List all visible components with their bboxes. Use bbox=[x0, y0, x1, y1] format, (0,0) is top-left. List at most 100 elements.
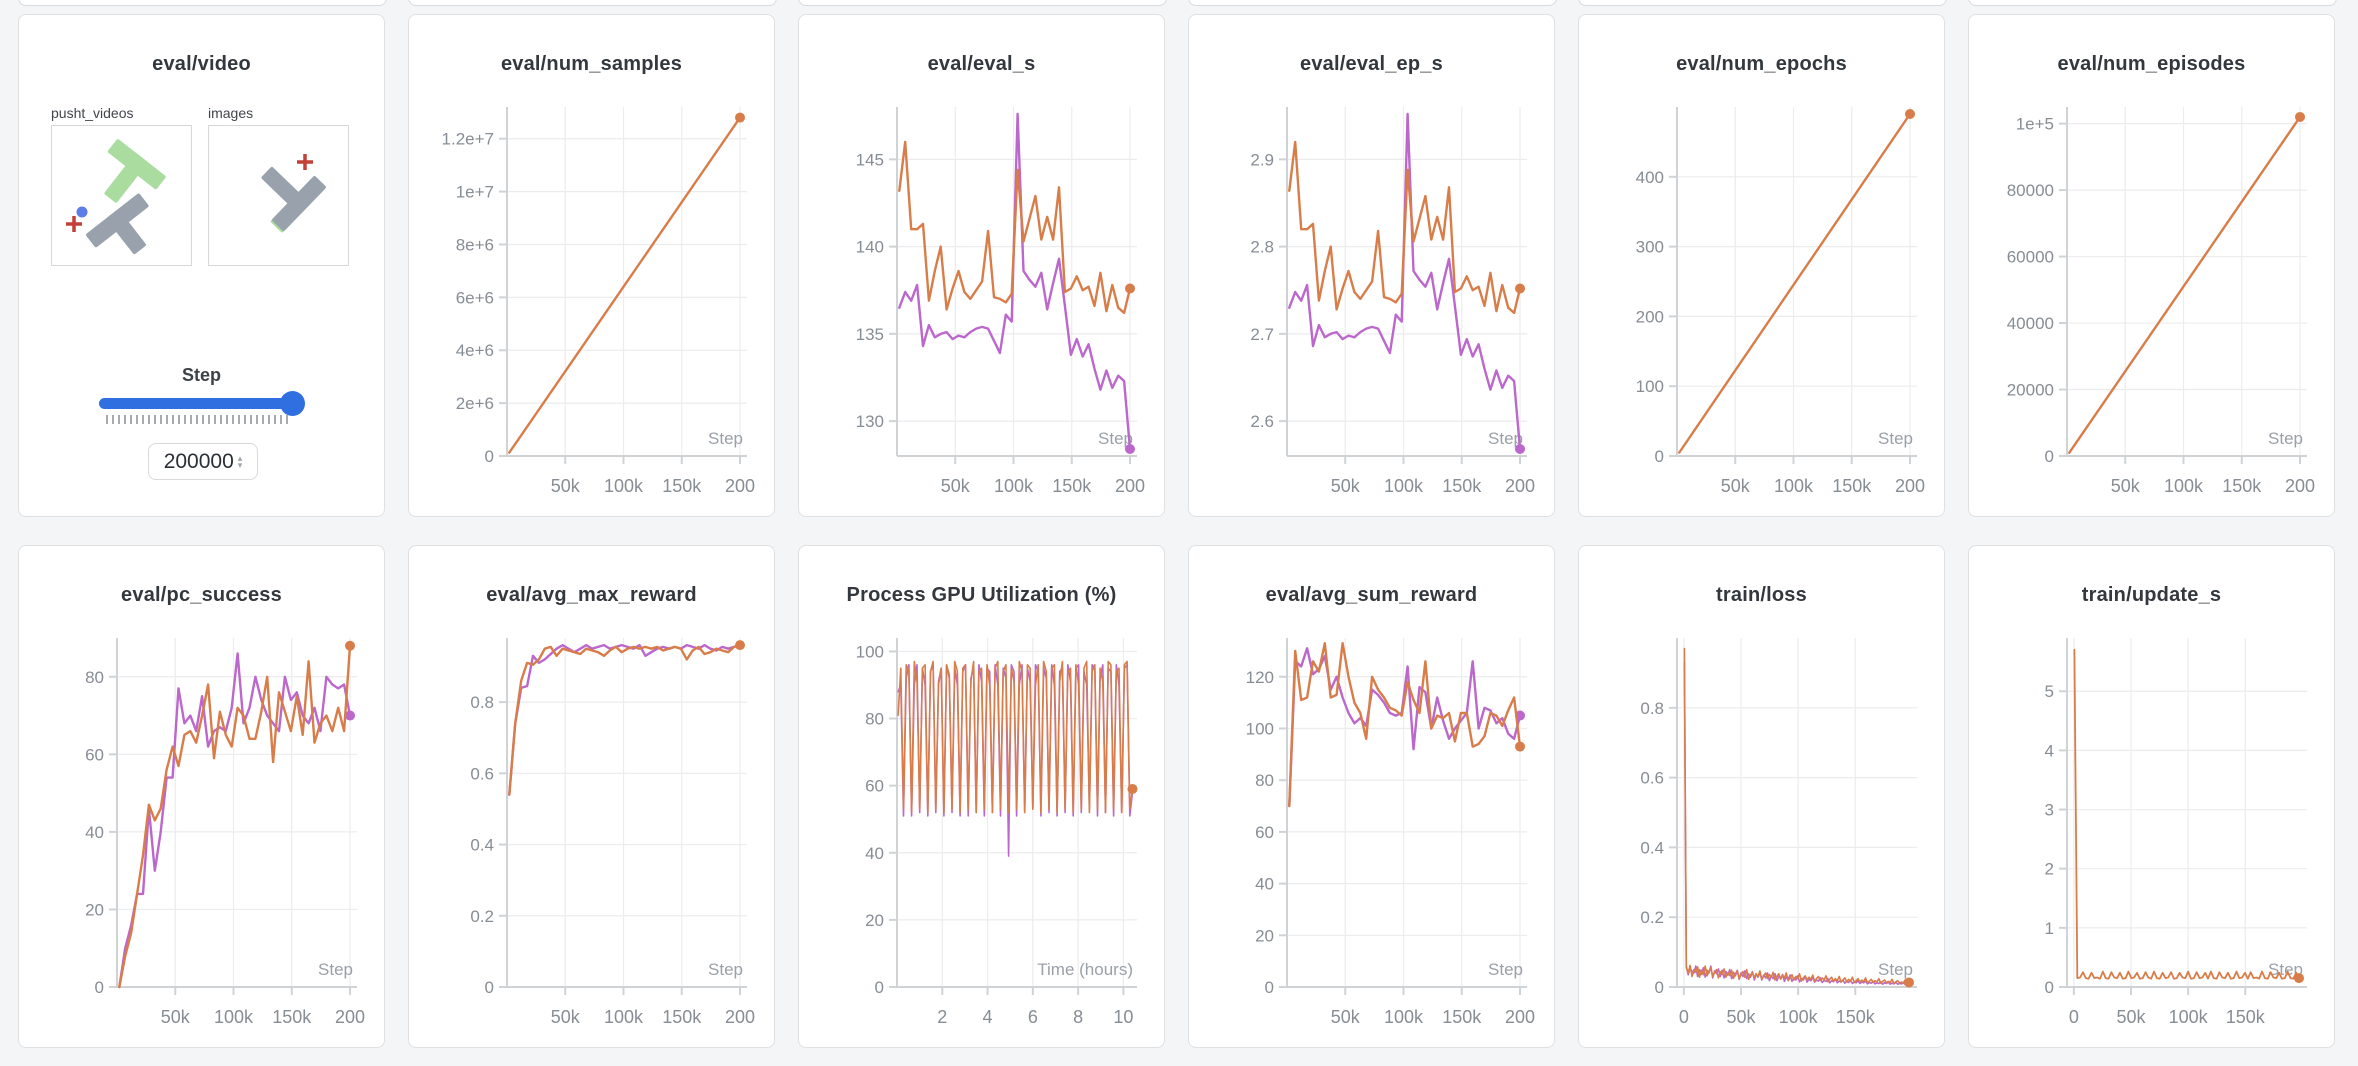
step-slider-thumb[interactable] bbox=[280, 391, 305, 416]
svg-text:300: 300 bbox=[1636, 238, 1664, 257]
svg-text:2: 2 bbox=[937, 1007, 947, 1027]
svg-text:50k: 50k bbox=[551, 476, 581, 496]
svg-text:100k: 100k bbox=[1774, 476, 1814, 496]
svg-text:100: 100 bbox=[1636, 377, 1664, 396]
svg-text:50k: 50k bbox=[1331, 476, 1361, 496]
svg-text:Step: Step bbox=[1878, 960, 1913, 979]
step-spinner[interactable]: ▴ ▾ bbox=[237, 452, 243, 470]
svg-text:150k: 150k bbox=[2222, 476, 2262, 496]
svg-text:4: 4 bbox=[983, 1007, 993, 1027]
pusht-videos-label: pusht_videos bbox=[51, 105, 134, 121]
svg-text:100: 100 bbox=[856, 642, 884, 661]
target-cross-icon bbox=[66, 216, 82, 232]
svg-text:100k: 100k bbox=[1384, 1007, 1424, 1027]
svg-text:60000: 60000 bbox=[2007, 248, 2054, 267]
svg-text:4e+6: 4e+6 bbox=[456, 341, 494, 360]
svg-text:0.8: 0.8 bbox=[1640, 699, 1664, 718]
svg-text:60: 60 bbox=[1255, 823, 1274, 842]
line-chart[interactable]: 0 20 40 60 80 100 2 4 6 8 10 Time (hours) bbox=[799, 546, 1166, 1049]
svg-text:60: 60 bbox=[85, 745, 104, 764]
svg-text:1: 1 bbox=[2045, 919, 2054, 938]
svg-text:2.6: 2.6 bbox=[1250, 412, 1274, 431]
svg-text:2.8: 2.8 bbox=[1250, 238, 1274, 257]
svg-text:145: 145 bbox=[856, 150, 884, 169]
line-chart[interactable]: 2.6 2.7 2.8 2.9 50k 100k 150k 200 Step bbox=[1189, 15, 1556, 518]
step-slider-track[interactable] bbox=[99, 391, 305, 416]
svg-text:200: 200 bbox=[1505, 1007, 1535, 1027]
step-slider-ticks bbox=[106, 415, 292, 424]
svg-text:50k: 50k bbox=[1726, 1007, 1756, 1027]
svg-text:0.2: 0.2 bbox=[1640, 908, 1664, 927]
svg-text:40000: 40000 bbox=[2007, 314, 2054, 333]
panel-title: train/loss bbox=[1716, 584, 1807, 606]
svg-text:10: 10 bbox=[1113, 1007, 1133, 1027]
svg-text:50k: 50k bbox=[1721, 476, 1751, 496]
panel-eval-video: eval/video pusht_videos images S bbox=[18, 14, 385, 517]
spinner-up-icon[interactable]: ▴ bbox=[237, 452, 243, 463]
svg-text:140: 140 bbox=[856, 238, 884, 257]
line-chart[interactable]: 0 2e+6 4e+6 6e+6 8e+6 1e+7 1.2e+7 50k 100k 150k 20… bbox=[409, 15, 776, 518]
svg-text:0.4: 0.4 bbox=[1640, 838, 1664, 857]
panel-above-remnant bbox=[798, 0, 1167, 6]
line-chart[interactable]: 0 20 40 60 80 100 120 50k 100k 150k 200 Step bbox=[1189, 546, 1556, 1049]
svg-text:150k: 150k bbox=[1052, 476, 1092, 496]
step-value: 200000 bbox=[163, 449, 234, 473]
svg-text:200: 200 bbox=[1636, 307, 1664, 326]
svg-text:Step: Step bbox=[318, 960, 353, 979]
line-chart[interactable]: 0 20 40 60 80 50k 100k 150k 200 Step bbox=[19, 546, 386, 1049]
svg-text:1e+5: 1e+5 bbox=[2016, 115, 2054, 134]
svg-text:50k: 50k bbox=[2116, 1007, 2146, 1027]
svg-text:100k: 100k bbox=[2169, 1007, 2209, 1027]
svg-text:2.9: 2.9 bbox=[1250, 150, 1274, 169]
svg-text:200: 200 bbox=[1505, 476, 1535, 496]
line-chart[interactable]: 0 100 200 300 400 50k 100k 150k 200 Step bbox=[1579, 15, 1946, 518]
step-slider[interactable] bbox=[99, 391, 305, 438]
svg-text:100k: 100k bbox=[1384, 476, 1424, 496]
line-chart[interactable]: 0 0.2 0.4 0.6 0.8 0 50k 100k 150k Step bbox=[1579, 546, 1946, 1049]
svg-text:100k: 100k bbox=[214, 1007, 254, 1027]
panel-title: train/update_s bbox=[2081, 584, 2222, 606]
panel-title: eval/avg_max_reward bbox=[486, 584, 697, 606]
line-chart[interactable]: 0 0.2 0.4 0.6 0.8 50k 100k 150k 200 Step bbox=[409, 546, 776, 1049]
line-chart[interactable]: 0 20000 40000 60000 80000 1e+5 50k 100k 150k 200 S… bbox=[1969, 15, 2336, 518]
pusht-video-thumbnail[interactable] bbox=[51, 125, 192, 266]
panel-title: eval/num_samples bbox=[500, 53, 683, 75]
panel-eval-num-samples: 0 2e+6 4e+6 6e+6 8e+6 1e+7 1.2e+7 50k 100k 150k 20… bbox=[408, 14, 775, 517]
svg-text:20: 20 bbox=[85, 900, 104, 919]
svg-text:60: 60 bbox=[865, 777, 884, 796]
svg-text:200: 200 bbox=[2285, 476, 2315, 496]
panel-eval-num-episodes: 0 20000 40000 60000 80000 1e+5 50k 100k 150k 200 S… bbox=[1968, 14, 2335, 517]
panel-gpu-utilization: 0 20 40 60 80 100 2 4 6 8 10 Time (hours) Process G… bbox=[798, 545, 1165, 1048]
svg-text:1e+7: 1e+7 bbox=[456, 183, 494, 202]
svg-text:6e+6: 6e+6 bbox=[456, 288, 494, 307]
panel-above-remnant bbox=[1188, 0, 1557, 6]
svg-text:130: 130 bbox=[856, 412, 884, 431]
svg-text:0: 0 bbox=[485, 447, 494, 466]
svg-text:80: 80 bbox=[865, 710, 884, 729]
svg-text:150k: 150k bbox=[1442, 476, 1482, 496]
images-thumbnail[interactable] bbox=[208, 125, 349, 266]
step-slider-label: Step bbox=[181, 365, 221, 385]
svg-text:150k: 150k bbox=[662, 1007, 702, 1027]
panel-title: eval/video bbox=[152, 53, 251, 75]
line-chart[interactable]: 130 135 140 145 50k 100k 150k 200 Step bbox=[799, 15, 1166, 518]
spinner-down-icon[interactable]: ▾ bbox=[237, 459, 243, 470]
svg-text:0: 0 bbox=[1265, 978, 1274, 997]
svg-text:100k: 100k bbox=[604, 476, 644, 496]
svg-text:100k: 100k bbox=[1779, 1007, 1819, 1027]
svg-text:50k: 50k bbox=[161, 1007, 191, 1027]
svg-text:Step: Step bbox=[1878, 429, 1913, 448]
svg-text:200: 200 bbox=[725, 476, 755, 496]
svg-text:0: 0 bbox=[1655, 447, 1664, 466]
svg-text:Step: Step bbox=[2268, 960, 2303, 979]
svg-text:200: 200 bbox=[725, 1007, 755, 1027]
panel-eval-avg-sum-reward: 0 20 40 60 80 100 120 50k 100k 150k 200 Step eval/a… bbox=[1188, 545, 1555, 1048]
svg-text:80: 80 bbox=[85, 668, 104, 687]
svg-text:Step: Step bbox=[1098, 429, 1133, 448]
panel-eval-eval-ep-s: 2.6 2.7 2.8 2.9 50k 100k 150k 200 Step eval/eval… bbox=[1188, 14, 1555, 517]
step-value-input[interactable]: 200000 ▴ ▾ bbox=[148, 443, 258, 480]
panel-above-remnant bbox=[408, 0, 777, 6]
svg-text:120: 120 bbox=[1246, 668, 1274, 687]
line-chart[interactable]: 0 1 2 3 4 5 0 50k 100k 150k Step bbox=[1969, 546, 2336, 1049]
svg-text:100k: 100k bbox=[2164, 476, 2204, 496]
